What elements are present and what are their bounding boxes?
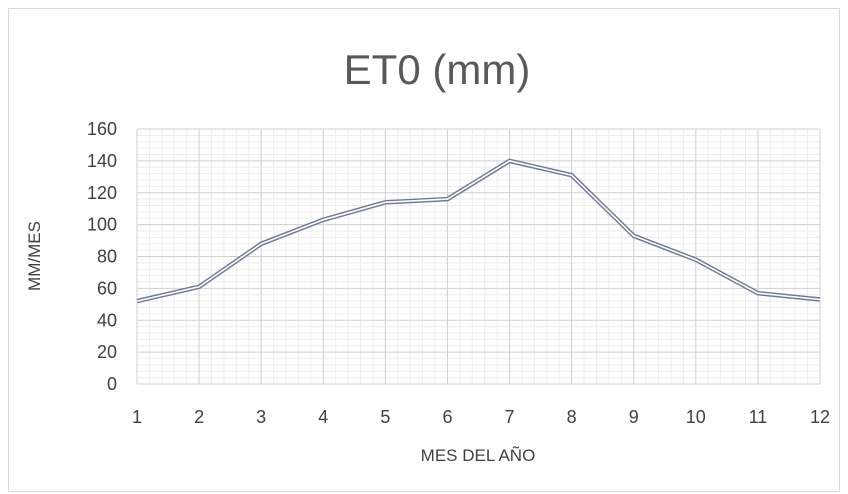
y-tick-label: 120 xyxy=(87,183,117,203)
x-tick-label: 7 xyxy=(505,407,515,427)
y-tick-label: 140 xyxy=(87,151,117,171)
y-tick-label: 100 xyxy=(87,215,117,235)
x-tick-labels: 1 2 3 4 5 6 7 8 9 10 11 12 xyxy=(132,407,830,427)
grid-layer xyxy=(136,128,821,385)
x-tick-label: 6 xyxy=(442,407,452,427)
y-tick-labels: 0 20 40 60 80 100 120 140 160 xyxy=(87,119,117,394)
x-tick-label: 3 xyxy=(256,407,266,427)
series-layer xyxy=(136,158,821,304)
x-tick-label: 5 xyxy=(380,407,390,427)
x-tick-label: 10 xyxy=(686,407,706,427)
y-tick-label: 80 xyxy=(97,247,117,267)
x-tick-label: 8 xyxy=(567,407,577,427)
x-tick-label: 4 xyxy=(318,407,328,427)
chart-title: ET0 (mm) xyxy=(344,46,531,93)
y-tick-label: 20 xyxy=(97,342,117,362)
y-axis-title: MM/MES xyxy=(25,221,44,291)
y-tick-label: 60 xyxy=(97,278,117,298)
y-tick-label: 40 xyxy=(97,310,117,330)
x-tick-label: 9 xyxy=(629,407,639,427)
x-tick-label: 2 xyxy=(194,407,204,427)
x-axis-title: MES DEL AÑO xyxy=(421,446,536,465)
y-tick-label: 0 xyxy=(107,374,117,394)
y-tick-label: 160 xyxy=(87,119,117,139)
x-tick-label: 11 xyxy=(749,407,768,427)
x-tick-label: 1 xyxy=(132,407,142,427)
series-line xyxy=(136,160,821,302)
x-tick-label: 12 xyxy=(810,407,830,427)
